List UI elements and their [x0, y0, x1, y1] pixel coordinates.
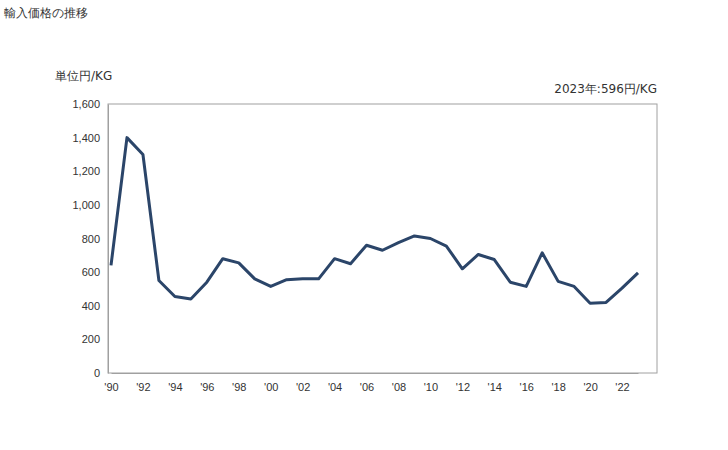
- y-tick: 800: [82, 233, 108, 245]
- y-tick: 1,000: [72, 199, 108, 211]
- x-tick-label: '08: [392, 381, 406, 393]
- x-tick: '16: [520, 373, 534, 393]
- x-axis: '90 '92 '94 '96 '98 '00 '02 '04 '06 '08 '10 '12 '14 '…: [104, 373, 638, 393]
- y-tick-label: 1,000: [72, 199, 100, 211]
- y-tick: 1,600: [72, 98, 108, 110]
- x-tick-label: '00: [264, 381, 278, 393]
- x-tick-label: '18: [551, 381, 565, 393]
- x-tick-label: '12: [456, 381, 470, 393]
- x-tick-label: '14: [488, 381, 502, 393]
- x-tick: '06: [360, 373, 374, 393]
- x-tick: '96: [200, 373, 214, 393]
- x-tick: '08: [392, 373, 406, 393]
- x-tick-label: '22: [615, 381, 629, 393]
- chart: 輸入価格の推移単位円/KG 2023年:596円/KG 0 200 400 600 800 1…: [0, 0, 728, 450]
- y-tick: 0: [94, 367, 108, 379]
- price-line: [111, 138, 638, 304]
- y-tick: 600: [82, 266, 108, 278]
- x-tick: '10: [424, 373, 438, 393]
- x-tick-label: '02: [296, 381, 310, 393]
- x-tick: '22: [615, 373, 629, 393]
- plot-area: [111, 138, 638, 304]
- x-tick-label: '16: [520, 381, 534, 393]
- x-tick-label: '10: [424, 381, 438, 393]
- x-tick: '92: [136, 373, 150, 393]
- x-tick-label: '98: [232, 381, 246, 393]
- y-tick: 1,200: [72, 165, 108, 177]
- y-tick-label: 0: [94, 367, 100, 379]
- x-tick: '98: [232, 373, 246, 393]
- y-tick-label: 1,600: [72, 98, 100, 110]
- x-tick-label: '06: [360, 381, 374, 393]
- x-tick: '90: [104, 373, 118, 393]
- title: 輸入価格の推移: [4, 6, 88, 20]
- y-tick: 200: [82, 333, 108, 345]
- annotation: 2023年:596円/KG: [554, 82, 657, 96]
- x-tick: '00: [264, 373, 278, 393]
- y-tick-label: 200: [82, 333, 100, 345]
- x-tick-label: '04: [328, 381, 342, 393]
- y-tick-label: 400: [82, 300, 100, 312]
- x-tick-label: '94: [168, 381, 182, 393]
- x-tick: '18: [551, 373, 565, 393]
- y-tick-label: 1,400: [72, 132, 100, 144]
- x-tick-label: '96: [200, 381, 214, 393]
- y-axis-line: [108, 105, 109, 374]
- x-tick: '12: [456, 373, 470, 393]
- y-tick-label: 600: [82, 266, 100, 278]
- y-tick-label: 800: [82, 233, 100, 245]
- x-tick-label: '20: [583, 381, 597, 393]
- x-tick: '04: [328, 373, 342, 393]
- y-tick: 400: [82, 300, 108, 312]
- y-tick: 1,400: [72, 132, 108, 144]
- x-tick: '14: [488, 373, 502, 393]
- y-axis-title: 単位円/KG: [55, 69, 112, 83]
- x-axis-line: [112, 373, 639, 374]
- x-tick: '20: [583, 373, 597, 393]
- y-axis: 0 200 400 600 800 1,000 1,200 1,400 1,600: [72, 98, 108, 379]
- x-tick: '02: [296, 373, 310, 393]
- x-tick: '94: [168, 373, 182, 393]
- x-tick-label: '90: [104, 381, 118, 393]
- x-tick-label: '92: [136, 381, 150, 393]
- plot-frame: [108, 104, 657, 373]
- y-tick-label: 1,200: [72, 165, 100, 177]
